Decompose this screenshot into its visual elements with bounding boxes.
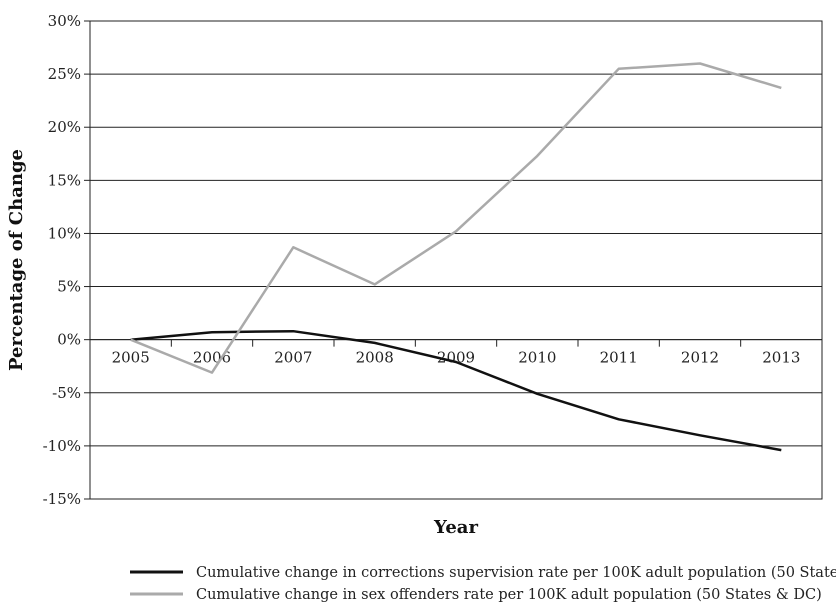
y-tick-label: 0% (57, 331, 81, 349)
legend-label-2: Cumulative change in sex offenders rate … (196, 587, 822, 603)
series-line-2 (130, 62, 782, 374)
y-axis-ticks: -15% -10% -5% 0% 5% 10% 15% 20% 25% 30% (43, 12, 90, 508)
y-tick-label: 5% (57, 278, 81, 296)
x-tick-label: 2005 (112, 349, 150, 367)
x-axis: 2005 2006 2007 2008 2009 2010 2011 2012 2013 (89, 339, 823, 367)
series-lines (130, 62, 782, 452)
x-tick-label: 2008 (356, 349, 394, 367)
x-axis-title: Year (433, 517, 478, 538)
x-tick-label: 2010 (518, 349, 556, 367)
y-tick-label: 20% (48, 118, 81, 136)
legend: Cumulative change in corrections supervi… (130, 565, 836, 603)
x-tick-label: 2013 (762, 349, 800, 367)
plot-frame (89, 20, 823, 500)
y-tick-label: 10% (48, 224, 81, 242)
x-tick-label: 2007 (274, 349, 312, 367)
x-tick-label: 2012 (681, 349, 719, 367)
y-tick-label: -5% (52, 384, 81, 402)
y-tick-label: 25% (48, 65, 81, 83)
y-axis-title: Percentage of Change (6, 149, 27, 371)
x-tick-label: 2009 (437, 349, 475, 367)
y-tick-label: -10% (43, 437, 81, 455)
gridlines (90, 73, 822, 447)
y-tick-label: -15% (43, 490, 81, 508)
y-tick-label: 30% (48, 12, 81, 30)
x-tick-label: 2011 (600, 349, 638, 367)
x-tick-label: 2006 (193, 349, 231, 367)
y-tick-label: 15% (48, 171, 81, 189)
legend-label-1: Cumulative change in corrections supervi… (196, 565, 836, 581)
